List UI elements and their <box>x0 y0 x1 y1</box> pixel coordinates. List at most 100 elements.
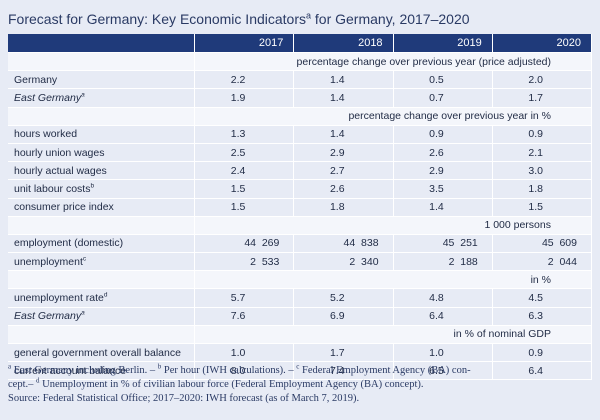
value-cell: 1.8 <box>492 179 593 199</box>
value-cell: 8.0 <box>194 361 295 381</box>
year-header: 2020 <box>492 34 593 53</box>
value-cell: 2 533 <box>194 252 295 272</box>
value-cell: 6.4 <box>492 361 593 381</box>
value-cell: 2.7 <box>293 161 394 181</box>
value-cell: 2.9 <box>393 161 493 181</box>
value-cell: 0.5 <box>393 70 493 90</box>
row-label-text: East Germany <box>14 91 82 104</box>
footnote-marker: d <box>103 291 108 299</box>
footnotes: a East Germany including Berlin. – b Per… <box>8 362 592 406</box>
source-line: Source: Federal Statistical Office; 2017… <box>8 393 360 404</box>
footnote-line: a East Germany including Berlin. – b Per… <box>8 362 592 378</box>
row-label-text: unemployment <box>14 255 83 268</box>
row-label: hours worked <box>8 125 196 144</box>
section-header: percentage change over previous year (pr… <box>194 52 592 72</box>
row-label: consumer price index <box>8 198 196 217</box>
row-label: hourly union wages <box>8 143 196 163</box>
value-cell: 6.5 <box>393 361 493 381</box>
table-row: unemployment rated 5.7 5.2 4.8 4.5 <box>8 288 593 308</box>
table-row: employment (domestic) 44 269 44 838 45 251 4… <box>8 234 593 254</box>
title-text: Forecast for Germany: Key Economic Indic… <box>8 11 306 27</box>
section-header: 1 000 persons <box>194 216 592 235</box>
value-cell: 2.6 <box>393 143 493 163</box>
value-cell: 1.4 <box>293 70 394 90</box>
table-row: consumer price index 1.5 1.8 1.4 1.5 <box>8 198 593 217</box>
title-footnote-marker: a <box>306 10 312 21</box>
value-cell: 4.8 <box>393 288 493 308</box>
value-cell: 6.4 <box>393 307 493 326</box>
row-label-text: unemployment rate <box>14 292 104 305</box>
section-header-spacer <box>8 270 196 290</box>
table-row: hours worked 1.3 1.4 0.9 0.9 <box>8 125 593 144</box>
footnote-line: cept.– d Unemployment in % of civilian l… <box>8 376 592 392</box>
value-cell: 45 251 <box>393 234 493 254</box>
header-corner <box>8 34 196 53</box>
table-header-row: 2017 2018 2019 2020 <box>8 34 593 53</box>
footnote-marker: c <box>296 362 300 371</box>
value-cell: 0.7 <box>393 88 493 108</box>
footnote-text: Federal Employment Agency (BA) con- <box>299 365 471 376</box>
footnote-text: East Germany including Berlin. – <box>11 365 158 376</box>
section-header-spacer <box>8 52 196 72</box>
section-header-row: 1 000 persons <box>8 216 592 235</box>
row-label-text: consumer price index <box>14 201 114 214</box>
value-cell: 6.9 <box>293 307 394 326</box>
value-cell: 1.3 <box>194 125 295 144</box>
value-cell: 4.5 <box>492 288 593 308</box>
row-label: employment (domestic) <box>8 234 196 254</box>
value-cell: 2.6 <box>293 179 394 199</box>
value-cell: 1.0 <box>194 343 295 363</box>
table-row: East Germanya 7.6 6.9 6.4 6.3 <box>8 307 593 326</box>
value-cell: 1.4 <box>293 88 394 108</box>
value-cell: 1.7 <box>492 88 593 108</box>
row-label-text: hourly actual wages <box>14 164 107 177</box>
footnote-text: cept.– <box>8 379 36 390</box>
year-header: 2019 <box>393 34 493 53</box>
value-cell: 2.2 <box>194 70 295 90</box>
table-row: current account balance 8.0 7.4 6.5 6.4 <box>8 361 593 381</box>
value-cell: 0.9 <box>393 125 493 144</box>
row-label-text: East Germany <box>14 310 82 323</box>
row-label: unit labour costsb <box>8 179 196 199</box>
value-cell: 2 340 <box>293 252 394 272</box>
year-header: 2018 <box>293 34 394 53</box>
value-cell: 2 188 <box>393 252 493 272</box>
title-text-suffix: for Germany, 2017–2020 <box>311 11 470 27</box>
section-header-spacer <box>8 107 196 126</box>
table-row: hourly actual wages 2.4 2.7 2.9 3.0 <box>8 161 593 181</box>
value-cell: 5.2 <box>293 288 394 308</box>
row-label-text: unit labour costs <box>14 182 91 195</box>
year-header: 2017 <box>194 34 295 53</box>
table-row: hourly union wages 2.5 2.9 2.6 2.1 <box>8 143 593 163</box>
section-header-row: percentage change over previous year in … <box>8 107 592 126</box>
footnote-marker: b <box>157 362 162 371</box>
value-cell: 2.4 <box>194 161 295 181</box>
value-cell: 2.5 <box>194 143 295 163</box>
row-label-text: hourly union wages <box>14 146 105 159</box>
value-cell: 1.7 <box>293 343 394 363</box>
page-title: Forecast for Germany: Key Economic Indic… <box>8 8 592 30</box>
row-label-text: current account balance <box>14 364 127 377</box>
value-cell: 1.5 <box>194 179 295 199</box>
table-row: unemploymentc 2 533 2 340 2 188 2 044 <box>8 252 593 272</box>
value-cell: 7.6 <box>194 307 295 326</box>
value-cell: 2.1 <box>492 143 593 163</box>
value-cell: 7.4 <box>293 361 394 381</box>
table-row: Germany 2.2 1.4 0.5 2.0 <box>8 70 593 90</box>
footnote-marker: a <box>81 309 85 317</box>
value-cell: 2.9 <box>293 143 394 163</box>
indicators-table: 2017 2018 2019 2020 percentage change ov… <box>8 34 593 381</box>
value-cell: 44 838 <box>293 234 394 254</box>
value-cell: 2 044 <box>492 252 593 272</box>
footnote-marker: c <box>82 255 87 263</box>
table-row: East Germanya 1.9 1.4 0.7 1.7 <box>8 88 593 108</box>
footnote-marker: d <box>36 376 40 385</box>
section-header-row: in % <box>8 270 592 290</box>
value-cell: 45 609 <box>492 234 593 254</box>
value-cell: 3.0 <box>492 161 593 181</box>
row-label: East Germanya <box>8 88 196 108</box>
row-label-text: general government overall balance <box>14 346 181 359</box>
footnote-marker: a <box>81 91 85 99</box>
row-label: general government overall balance <box>8 343 196 363</box>
value-cell: 1.5 <box>194 198 295 217</box>
